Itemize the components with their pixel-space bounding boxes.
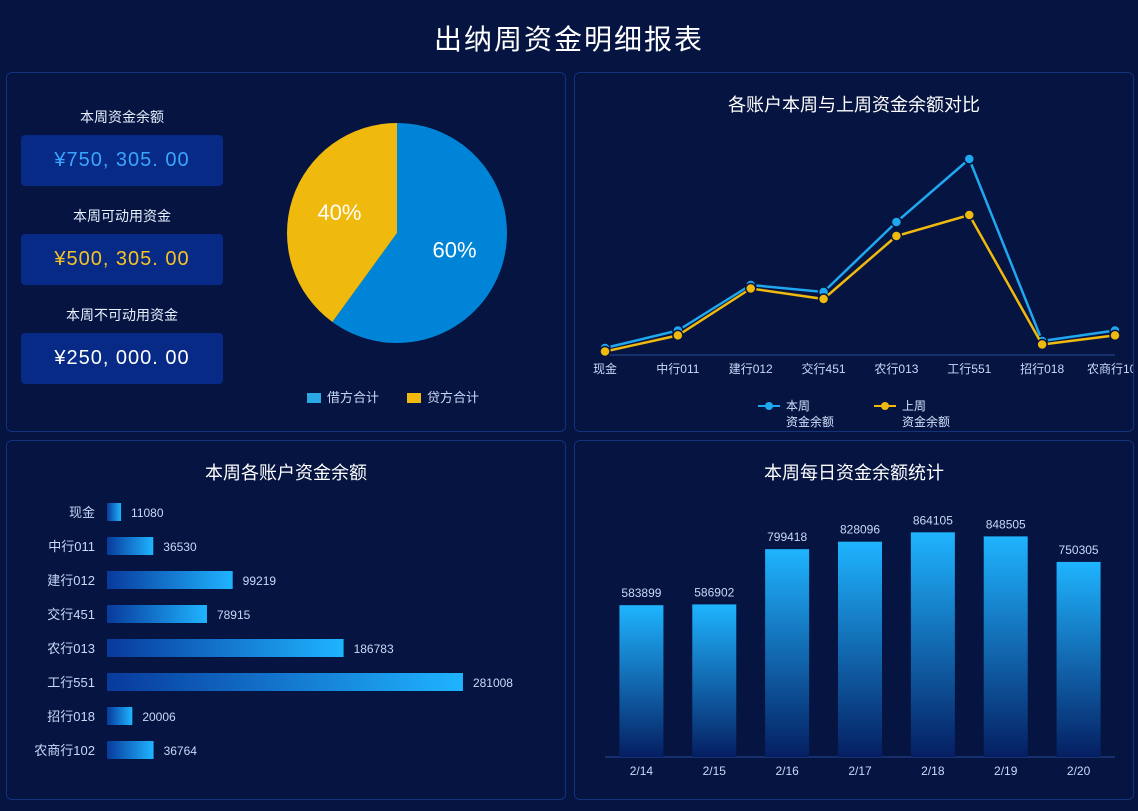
svg-text:现金: 现金 [593, 361, 617, 376]
svg-text:36530: 36530 [163, 540, 197, 554]
svg-text:864105: 864105 [913, 513, 953, 527]
stat-value: ¥500, 305. 00 [21, 234, 223, 285]
svg-text:60%: 60% [433, 238, 477, 263]
svg-text:现金: 现金 [69, 505, 95, 520]
svg-text:78915: 78915 [217, 608, 251, 622]
svg-text:借方合计: 借方合计 [327, 390, 379, 405]
svg-text:2/16: 2/16 [775, 764, 799, 778]
panel-vbar-title: 本周每日资金余额统计 [575, 441, 1133, 493]
svg-text:工行551: 工行551 [947, 362, 991, 376]
panel-hbar-title: 本周各账户资金余额 [7, 441, 565, 493]
svg-text:农行013: 农行013 [874, 362, 918, 376]
svg-text:贷方合计: 贷方合计 [427, 390, 479, 405]
svg-text:586902: 586902 [694, 585, 734, 599]
stat-label: 本周不可动用资金 [21, 305, 223, 325]
svg-text:2/19: 2/19 [994, 764, 1018, 778]
svg-text:20006: 20006 [142, 710, 176, 724]
svg-text:750305: 750305 [1059, 543, 1099, 557]
svg-text:中行011: 中行011 [48, 539, 95, 554]
svg-text:2/17: 2/17 [848, 764, 872, 778]
vbar-chart: 583899 2/14 586902 2/15 799418 2/16 828096 2/17… [575, 493, 1134, 793]
pie-chart: 60% 40% 借方合计 贷方合计 [237, 73, 547, 423]
svg-text:工行551: 工行551 [47, 675, 95, 690]
svg-text:11080: 11080 [131, 506, 164, 520]
svg-text:招行018: 招行018 [47, 709, 95, 724]
svg-text:99219: 99219 [243, 574, 277, 588]
panel-compare-title: 各账户本周与上周资金余额对比 [575, 73, 1133, 125]
summary-stats: 本周资金余额 ¥750, 305. 00 本周可动用资金 ¥500, 305. 00 本… [7, 73, 237, 431]
stat-value: ¥250, 000. 00 [21, 333, 223, 384]
line-legend: 本周资金余额 上周资金余额 [575, 399, 1133, 430]
svg-text:186783: 186783 [354, 642, 394, 656]
svg-text:交行451: 交行451 [47, 607, 95, 622]
svg-text:848505: 848505 [986, 517, 1026, 531]
legend-text: 上周资金余额 [902, 399, 950, 430]
svg-text:583899: 583899 [621, 586, 661, 600]
line-chart: 现金 中行011 建行012 交行451 农行013 工行551 招行018 农商行102 [575, 125, 1134, 395]
panel-hbar: 本周各账户资金余额 现金 11080 中行011 36530 建行012 99219 交行4… [6, 440, 566, 800]
svg-text:828096: 828096 [840, 523, 880, 537]
svg-text:2/14: 2/14 [630, 764, 654, 778]
stat-value: ¥750, 305. 00 [21, 135, 223, 186]
svg-text:36764: 36764 [164, 744, 198, 758]
svg-text:建行012: 建行012 [47, 573, 95, 588]
panel-summary: 本周资金余额 ¥750, 305. 00 本周可动用资金 ¥500, 305. 00 本… [6, 72, 566, 432]
legend-item: 上周资金余额 [874, 399, 950, 430]
svg-text:2/15: 2/15 [703, 764, 727, 778]
stat-label: 本周资金余额 [21, 107, 223, 127]
stat-label: 本周可动用资金 [21, 206, 223, 226]
panel-compare: 各账户本周与上周资金余额对比 现金 中行011 建行012 交行451 农行013 工行5… [574, 72, 1134, 432]
svg-text:农商行102: 农商行102 [34, 743, 95, 758]
svg-text:建行012: 建行012 [729, 362, 773, 376]
legend-item: 本周资金余额 [758, 399, 834, 430]
panel-vbar: 本周每日资金余额统计 583899 2/14 586902 2/15 799418 2/1… [574, 440, 1134, 800]
svg-text:农商行102: 农商行102 [1087, 361, 1134, 376]
svg-text:2/20: 2/20 [1067, 764, 1091, 778]
svg-text:2/18: 2/18 [921, 764, 945, 778]
page-title: 出纳周资金明细报表 [0, 0, 1138, 72]
svg-text:40%: 40% [317, 200, 361, 225]
legend-text: 本周资金余额 [786, 399, 834, 430]
hbar-chart: 现金 11080 中行011 36530 建行012 99219 交行451 78915 农行0… [7, 493, 566, 793]
svg-text:799418: 799418 [767, 530, 807, 544]
svg-text:交行451: 交行451 [802, 361, 846, 376]
pie-container: 60% 40% 借方合计 贷方合计 [237, 73, 565, 431]
svg-text:281008: 281008 [473, 676, 513, 690]
svg-text:招行018: 招行018 [1020, 362, 1064, 376]
svg-text:中行011: 中行011 [656, 361, 699, 376]
svg-text:农行013: 农行013 [47, 641, 95, 656]
